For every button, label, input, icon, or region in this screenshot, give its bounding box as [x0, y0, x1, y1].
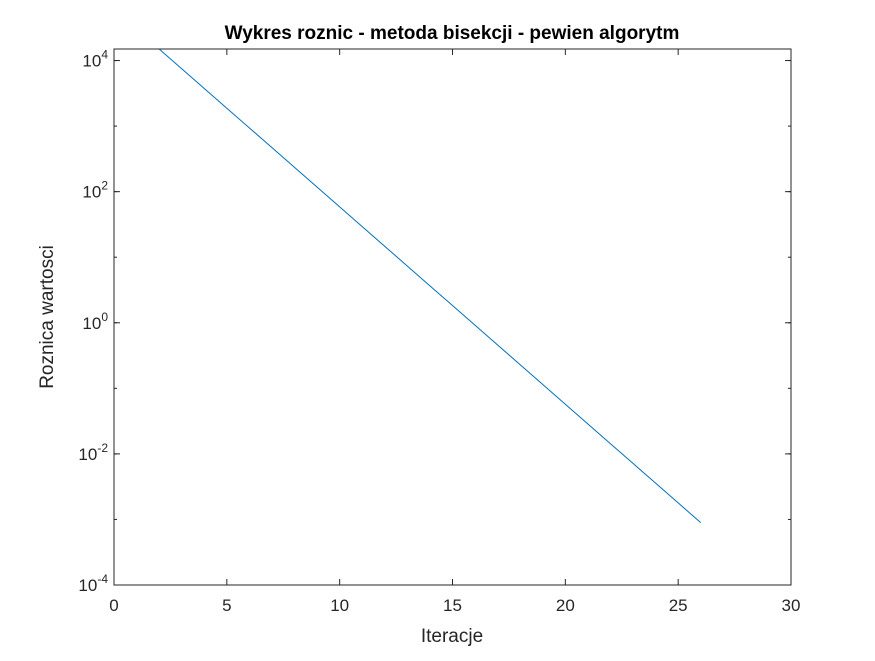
y-tick-exponent: 2 [101, 179, 108, 193]
y-tick-base: 10 [82, 183, 101, 202]
y-tick-label: 10-4 [78, 572, 108, 595]
x-tick-label: 15 [443, 596, 462, 615]
y-tick-exponent: 4 [101, 48, 108, 62]
y-tick-base: 10 [78, 445, 97, 464]
y-tick-exponent: -2 [97, 441, 108, 455]
chart-title: Wykres roznic - metoda bisekcji - pewien… [225, 23, 680, 44]
x-tick-label: 5 [222, 596, 231, 615]
series-layer [158, 48, 702, 524]
y-tick-exponent: -4 [97, 572, 108, 586]
y-tick-label: 10-2 [78, 441, 108, 464]
x-tick-label: 20 [556, 596, 575, 615]
y-tick-base: 10 [78, 576, 97, 595]
x-tick-label: 30 [782, 596, 801, 615]
y-tick-label: 100 [82, 310, 108, 333]
plot-area [114, 49, 791, 585]
y-tick-exponent: 0 [101, 310, 108, 324]
y-tick-base: 10 [82, 52, 101, 71]
y-tick-base: 10 [82, 314, 101, 333]
x-axis-ticks: 0 5 10 15 20 25 30 [109, 49, 800, 615]
x-axis-label: Iteracje [421, 626, 483, 647]
y-axis-label: Roznica wartosci [37, 245, 58, 389]
y-tick-label: 104 [82, 48, 108, 71]
x-tick-label: 25 [669, 596, 688, 615]
series-line [158, 48, 702, 524]
x-tick-label: 0 [109, 596, 118, 615]
x-tick-label: 10 [330, 596, 349, 615]
y-tick-label: 102 [82, 179, 108, 202]
